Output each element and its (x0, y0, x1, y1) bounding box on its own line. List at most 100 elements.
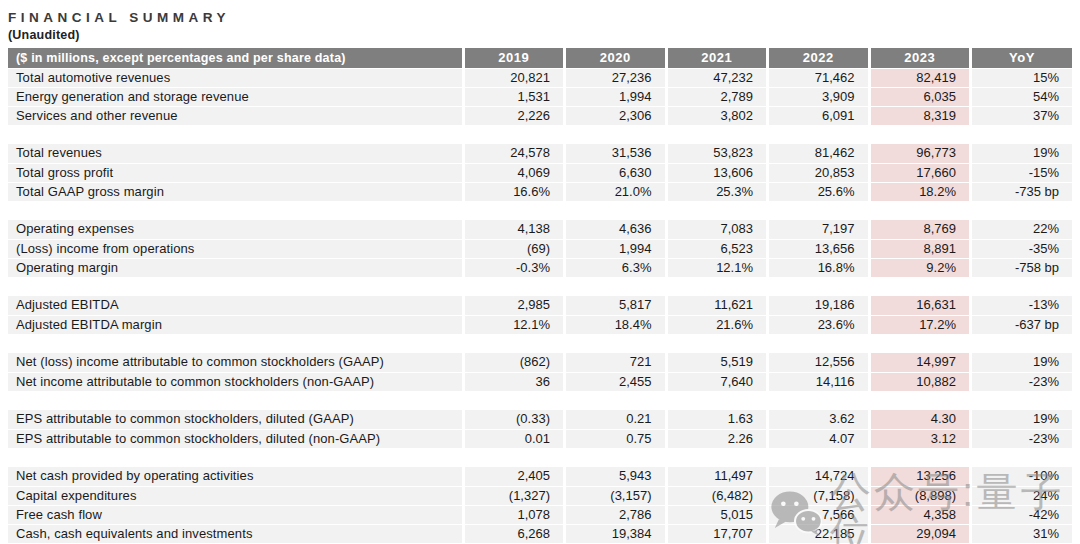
cell-2020: 2,786 (565, 505, 667, 524)
cell-2019: 24,578 (463, 144, 565, 163)
table-head: ($ in millions, except percentages and p… (8, 48, 1072, 68)
cell-2023: 82,419 (869, 68, 971, 87)
cell-2023: 96,773 (869, 144, 971, 163)
cell-yoy: -735 bp (971, 182, 1073, 201)
table-row: Free cash flow1,0782,7865,0157,5664,358-… (8, 505, 1072, 524)
cell-2023: 17,660 (869, 163, 971, 182)
cell-2021: 5,015 (666, 505, 768, 524)
spacer-cell (8, 448, 1072, 467)
row-label: Capital expenditures (8, 486, 463, 505)
spacer-row (8, 125, 1072, 144)
table-row: Net income attributable to common stockh… (8, 372, 1072, 391)
cell-2023: 17.2% (869, 315, 971, 334)
spacer-row (8, 277, 1072, 296)
cell-2019: 4,069 (463, 163, 565, 182)
spacer-cell (8, 277, 1072, 296)
table-row: Energy generation and storage revenue1,5… (8, 87, 1072, 106)
cell-2019: 6,268 (463, 524, 565, 543)
row-label: Total automotive revenues (8, 68, 463, 87)
cell-2020: 1,994 (565, 87, 667, 106)
cell-2019: 2,405 (463, 467, 565, 486)
cell-2021: 7,083 (666, 220, 768, 239)
cell-2023: 10,882 (869, 372, 971, 391)
cell-2023: 8,769 (869, 220, 971, 239)
cell-2020: 6,630 (565, 163, 667, 182)
row-label: Adjusted EBITDA (8, 296, 463, 315)
cell-2023: 29,094 (869, 524, 971, 543)
cell-2023: 6,035 (869, 87, 971, 106)
cell-2022: 4.07 (768, 429, 870, 448)
spacer-cell (8, 201, 1072, 220)
cell-2019: 4,138 (463, 220, 565, 239)
table-row: Net (loss) income attributable to common… (8, 353, 1072, 372)
cell-2022: 14,116 (768, 372, 870, 391)
cell-yoy: 24% (971, 486, 1073, 505)
cell-yoy: -637 bp (971, 315, 1073, 334)
cell-2022: 71,462 (768, 68, 870, 87)
cell-yoy: 19% (971, 144, 1073, 163)
cell-yoy: -35% (971, 239, 1073, 258)
table-row: Adjusted EBITDA margin12.1%18.4%21.6%23.… (8, 315, 1072, 334)
cell-2022: 3.62 (768, 410, 870, 429)
table-row: Services and other revenue2,2262,3063,80… (8, 106, 1072, 125)
row-label: Total revenues (8, 144, 463, 163)
cell-yoy: -13% (971, 296, 1073, 315)
cell-2020: 5,817 (565, 296, 667, 315)
cell-2022: 25.6% (768, 182, 870, 201)
cell-2021: 53,823 (666, 144, 768, 163)
table-header-row: ($ in millions, except percentages and p… (8, 48, 1072, 68)
cell-2020: 5,943 (565, 467, 667, 486)
cell-2022: 6,091 (768, 106, 870, 125)
cell-yoy: 54% (971, 87, 1073, 106)
cell-2019: (0.33) (463, 410, 565, 429)
cell-2020: 21.0% (565, 182, 667, 201)
cell-2019: 20,821 (463, 68, 565, 87)
table-row: EPS attributable to common stockholders,… (8, 410, 1072, 429)
cell-2020: 27,236 (565, 68, 667, 87)
cell-2020: 0.21 (565, 410, 667, 429)
cell-2023: 4,358 (869, 505, 971, 524)
row-label: Net cash provided by operating activitie… (8, 467, 463, 486)
table-row: Net cash provided by operating activitie… (8, 467, 1072, 486)
cell-2021: 2.26 (666, 429, 768, 448)
cell-2023: (8,898) (869, 486, 971, 505)
cell-2022: 13,656 (768, 239, 870, 258)
column-header-2019: 2019 (463, 48, 565, 68)
cell-2021: 47,232 (666, 68, 768, 87)
cell-yoy: 19% (971, 410, 1073, 429)
cell-2022: 20,853 (768, 163, 870, 182)
cell-2019: 12.1% (463, 315, 565, 334)
spacer-cell (8, 334, 1072, 353)
spacer-row (8, 334, 1072, 353)
cell-2021: 11,621 (666, 296, 768, 315)
cell-2022: 23.6% (768, 315, 870, 334)
spacer-cell (8, 391, 1072, 410)
column-header-2023: 2023 (869, 48, 971, 68)
row-label: Total GAAP gross margin (8, 182, 463, 201)
table-row: Operating margin-0.3%6.3%12.1%16.8%9.2%-… (8, 258, 1072, 277)
cell-yoy: 15% (971, 68, 1073, 87)
table-row: Operating expenses4,1384,6367,0837,1978,… (8, 220, 1072, 239)
cell-2021: 21.6% (666, 315, 768, 334)
table-row: (Loss) income from operations(69)1,9946,… (8, 239, 1072, 258)
cell-yoy: 31% (971, 524, 1073, 543)
page-subtitle: (Unaudited) (8, 28, 1072, 42)
cell-2019: (862) (463, 353, 565, 372)
cell-2023: 3.12 (869, 429, 971, 448)
cell-2022: 16.8% (768, 258, 870, 277)
financial-summary-table: ($ in millions, except percentages and p… (8, 48, 1072, 544)
spacer-row (8, 201, 1072, 220)
row-label: Energy generation and storage revenue (8, 87, 463, 106)
cell-yoy: -23% (971, 372, 1073, 391)
cell-2021: 25.3% (666, 182, 768, 201)
cell-2020: (3,157) (565, 486, 667, 505)
cell-2019: 1,531 (463, 87, 565, 106)
cell-2019: -0.3% (463, 258, 565, 277)
row-label: Net (loss) income attributable to common… (8, 353, 463, 372)
cell-2023: 4.30 (869, 410, 971, 429)
cell-2021: 7,640 (666, 372, 768, 391)
cell-2020: 19,384 (565, 524, 667, 543)
cell-2022: 19,186 (768, 296, 870, 315)
cell-yoy: 22% (971, 220, 1073, 239)
table-row: Total gross profit4,0696,63013,60620,853… (8, 163, 1072, 182)
